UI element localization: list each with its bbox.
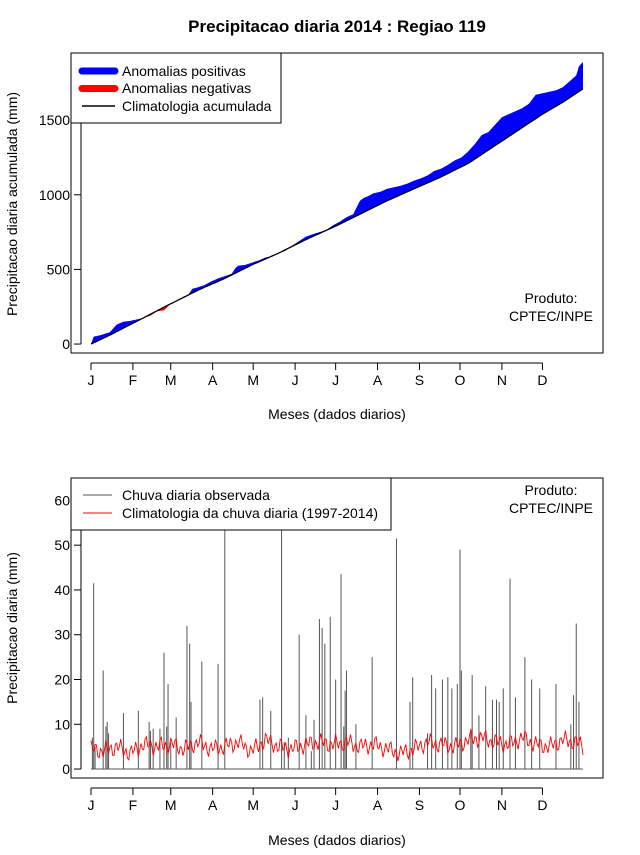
cumulative-y-axis-label: Precipitacao diaria acumulada (mm): [4, 92, 20, 316]
cumulative-y-tick-label: 0: [62, 336, 70, 352]
cumulative-x-tick-label: M: [247, 372, 259, 388]
daily-x-tick-label: J: [88, 797, 95, 813]
cumulative-x-tick-label: N: [497, 372, 507, 388]
legend-daily-climatology-label: Climatologia da chuva diaria (1997-2014): [122, 505, 378, 521]
daily-y-tick-label: 30: [54, 627, 70, 643]
daily-plot-marks: [90, 527, 584, 770]
daily-x-tick-label: M: [247, 797, 259, 813]
daily-y-tick-label: 60: [54, 492, 70, 508]
daily-x-tick-label: N: [497, 797, 507, 813]
daily-legend: Chuva diaria observada Climatologia da c…: [70, 477, 392, 531]
daily-plot-axes: J F M A M J J A S O N D 0 10 20 30 40 50 60: [54, 492, 547, 813]
daily-y-axis-label: Precipitacao diaria (mm): [4, 552, 20, 704]
daily-x-axis-label: Meses (dados diarios): [268, 832, 406, 848]
daily-y-tick-label: 40: [54, 582, 70, 598]
daily-x-tick-label: A: [373, 797, 383, 813]
cumulative-x-tick-label: S: [415, 372, 424, 388]
daily-x-tick-label: S: [415, 797, 424, 813]
daily-x-tick-label: O: [455, 797, 466, 813]
daily-x-tick-label: J: [332, 797, 339, 813]
cumulative-product-label: Produto:: [525, 290, 578, 306]
cumulative-x-tick-label: J: [292, 372, 299, 388]
figure-title: Precipitacao diaria 2014 : Regiao 119: [188, 17, 486, 36]
legend-negative-anomaly-label: Anomalias negativas: [122, 80, 251, 96]
legend-observed-rain-label: Chuva diaria observada: [122, 487, 270, 503]
daily-climatology-line: [90, 729, 584, 762]
cumulative-x-tick-label: A: [373, 372, 383, 388]
daily-precipitation-chart: J F M A M J J A S O N D 0 10 20 30 40 50 60 Meses (dados d…: [4, 477, 604, 848]
cumulative-precipitation-chart: J F M A M J J A S O N D 0 500 1000 1500 Meses (dados di…: [4, 52, 604, 422]
cumulative-x-tick-label: J: [88, 372, 95, 388]
daily-x-tick-label: A: [208, 797, 218, 813]
cumulative-legend: Anomalias positivas Anomalias negativas …: [70, 52, 282, 124]
cumulative-x-tick-label: F: [129, 372, 138, 388]
daily-y-tick-label: 20: [54, 671, 70, 687]
daily-x-tick-label: D: [537, 797, 547, 813]
legend-climatology-label: Climatologia acumulada: [122, 98, 272, 114]
daily-product-label: Produto:: [525, 482, 578, 498]
cumulative-product-source: CPTEC/INPE: [509, 308, 593, 324]
daily-legend-box: [70, 477, 392, 531]
cumulative-x-tick-label: O: [455, 372, 466, 388]
cumulative-x-tick-label: J: [332, 372, 339, 388]
daily-y-tick-label: 10: [54, 716, 70, 732]
cumulative-y-tick-label: 1500: [39, 112, 70, 128]
cumulative-y-tick-label: 500: [47, 261, 71, 277]
cumulative-y-tick-label: 1000: [39, 187, 70, 203]
daily-x-tick-label: J: [292, 797, 299, 813]
daily-x-tick-label: F: [129, 797, 138, 813]
daily-x-tick-label: M: [165, 797, 177, 813]
cumulative-plot-marks: [90, 62, 584, 345]
climatology-cumulative-line: [90, 88, 584, 345]
cumulative-x-tick-label: A: [208, 372, 218, 388]
daily-y-tick-label: 0: [62, 761, 70, 777]
daily-y-tick-label: 50: [54, 537, 70, 553]
cumulative-plot-axes: J F M A M J J A S O N D 0 500 1000 1500: [39, 112, 548, 388]
cumulative-plot-frame: [70, 52, 604, 354]
cumulative-x-axis-label: Meses (dados diarios): [268, 406, 406, 422]
cumulative-x-tick-label: D: [537, 372, 547, 388]
legend-positive-anomaly-label: Anomalias positivas: [122, 63, 246, 79]
cumulative-x-tick-label: M: [165, 372, 177, 388]
daily-product-source: CPTEC/INPE: [509, 500, 593, 516]
